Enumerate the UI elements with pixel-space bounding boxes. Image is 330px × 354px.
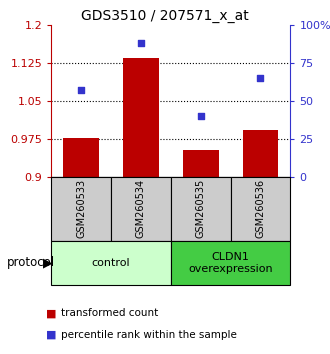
Point — [258, 75, 263, 81]
Text: ■: ■ — [46, 308, 56, 318]
Bar — [171, 177, 231, 241]
Text: transformed count: transformed count — [61, 308, 158, 318]
Text: GDS3510 / 207571_x_at: GDS3510 / 207571_x_at — [81, 9, 249, 23]
Bar — [51, 241, 171, 285]
Text: GSM260535: GSM260535 — [196, 179, 206, 239]
Text: control: control — [92, 258, 130, 268]
Text: CLDN1
overexpression: CLDN1 overexpression — [188, 252, 273, 274]
Bar — [183, 150, 218, 177]
Text: protocol: protocol — [7, 256, 55, 269]
Bar — [63, 138, 99, 177]
Text: GSM260534: GSM260534 — [136, 179, 146, 239]
Bar — [171, 241, 290, 285]
Point — [198, 113, 203, 119]
Text: GSM260533: GSM260533 — [76, 179, 86, 239]
Text: GSM260536: GSM260536 — [255, 179, 266, 239]
Text: percentile rank within the sample: percentile rank within the sample — [61, 330, 237, 339]
Text: ■: ■ — [46, 330, 56, 339]
Bar — [51, 177, 111, 241]
Bar — [123, 58, 159, 177]
Text: ▶: ▶ — [43, 256, 53, 269]
Bar — [243, 130, 279, 177]
Bar — [111, 177, 171, 241]
Point — [79, 87, 84, 93]
Bar — [231, 177, 290, 241]
Point — [138, 40, 144, 46]
